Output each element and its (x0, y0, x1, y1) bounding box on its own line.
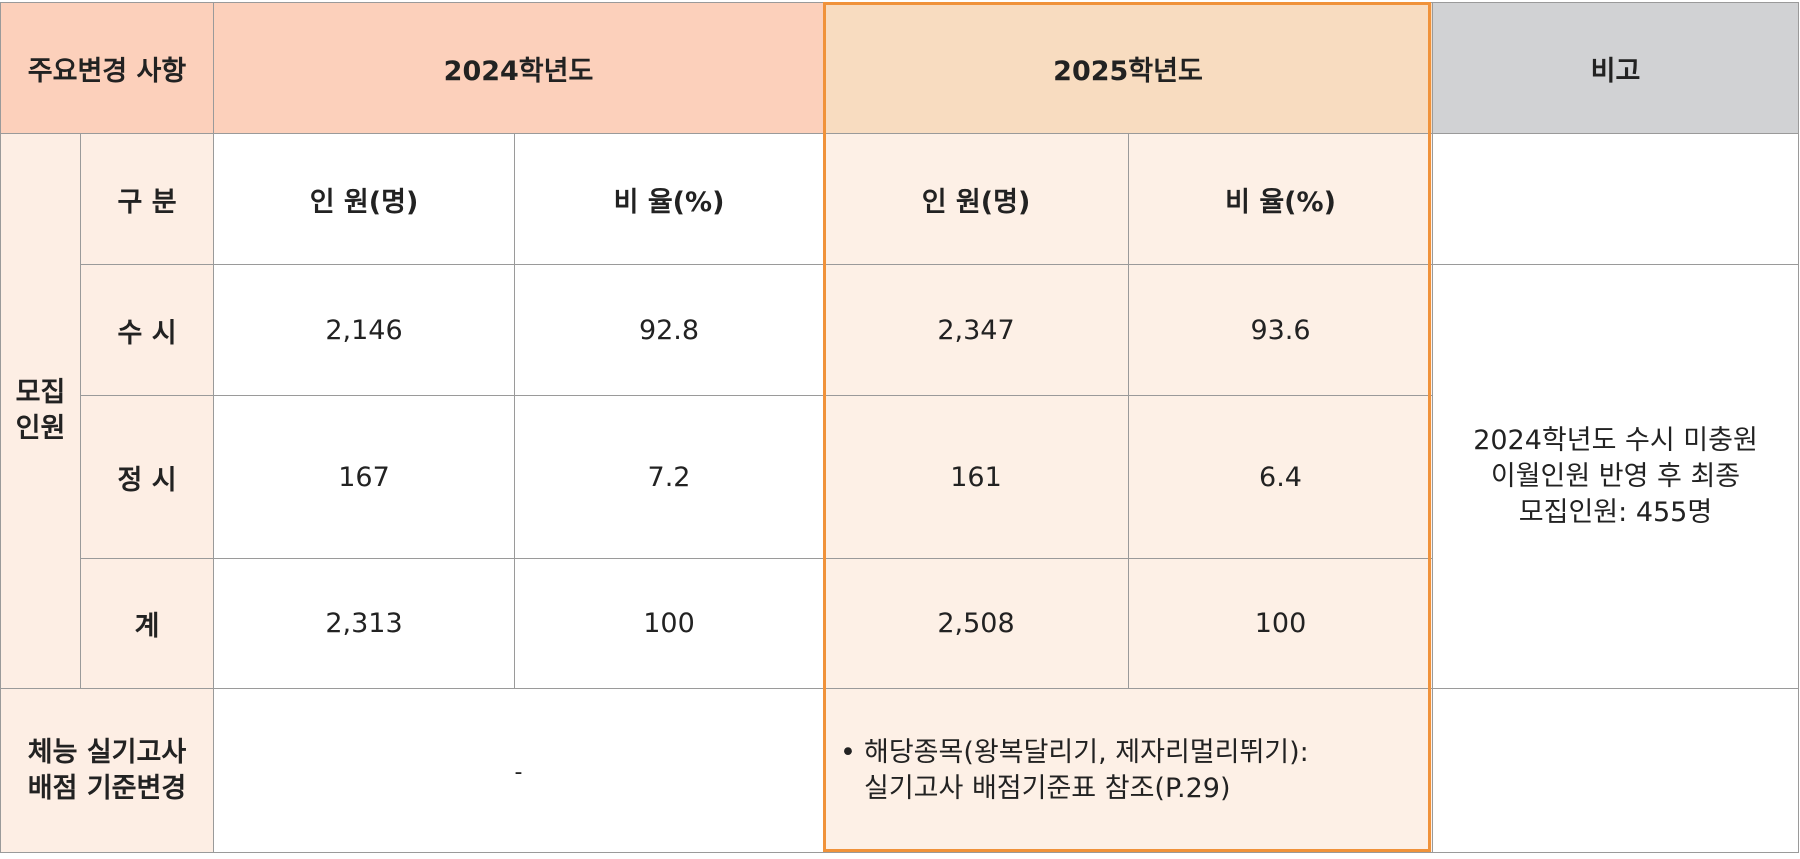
cell-2025-ratio: 93.6 (1128, 264, 1433, 396)
cell-2024-count: 2,313 (213, 558, 515, 689)
header-changes: 주요변경 사항 (0, 2, 214, 134)
recruit-group-label: 모집 인원 (0, 133, 81, 689)
recruit-group-label-line: 모집 (15, 377, 66, 408)
table-row: 체능 실기고사 배점 기준변경 - • 해당종목(왕복달리기, 제자리멀리뛰기):… (0, 688, 1799, 853)
row-label-susi: 수 시 (80, 264, 214, 396)
table-row: 정 시 167 7.2 161 6.4 (1, 395, 1799, 559)
cell-2024-ratio: 100 (514, 558, 824, 689)
remarks-note-line: 2024학년도 수시 미충원 (1473, 424, 1758, 456)
remarks-note: 2024학년도 수시 미충원 이월인원 반영 후 최종 모집인원: 455명 (1432, 264, 1799, 689)
fitness-2024-value: - (213, 688, 824, 853)
remarks-note-line: 모집인원: 455명 (1518, 496, 1713, 528)
fitness-label: 체능 실기고사 배점 기준변경 (0, 688, 214, 853)
row-label-total: 계 (80, 558, 214, 689)
remarks-empty-cell (1432, 133, 1799, 265)
subheader-2024-ratio: 비 율(%) (514, 133, 824, 265)
subheader-2025-count: 인 원(명) (823, 133, 1129, 265)
remarks-empty-cell (1432, 688, 1799, 853)
subheader-2025-ratio: 비 율(%) (1128, 133, 1433, 265)
subheader-2024-count: 인 원(명) (213, 133, 515, 265)
fitness-label-line: 배점 기준변경 (27, 772, 187, 804)
header-remarks: 비고 (1432, 2, 1799, 134)
subheader-category: 구 분 (80, 133, 214, 265)
header-year-2024: 2024학년도 (213, 2, 824, 134)
cell-2024-count: 167 (213, 395, 515, 559)
remarks-note-line: 이월인원 반영 후 최종 (1490, 460, 1741, 492)
bullet-icon: • (840, 736, 856, 768)
fitness-2025-line: 해당종목(왕복달리기, 제자리멀리뛰기): (864, 736, 1309, 768)
cell-2024-ratio: 92.8 (514, 264, 824, 396)
table-row: 수 시 2,146 92.8 2,347 93.6 2024학년도 수시 미충원… (1, 264, 1799, 689)
recruit-group-label-line: 인원 (15, 413, 66, 444)
cell-2025-count: 2,347 (823, 264, 1129, 396)
table-row: 계 2,313 100 2,508 100 (1, 558, 1799, 689)
cell-2024-count: 2,146 (213, 264, 515, 396)
header-year-2025: 2025학년도 (823, 2, 1433, 134)
cell-2025-ratio: 6.4 (1128, 395, 1433, 559)
cell-2024-ratio: 7.2 (514, 395, 824, 559)
fitness-2025-value: • 해당종목(왕복달리기, 제자리멀리뛰기): 실기고사 배점기준표 참조(P.2… (823, 688, 1433, 853)
cell-2025-ratio: 100 (1128, 558, 1433, 689)
cell-2025-count: 2,508 (823, 558, 1129, 689)
cell-2025-count: 161 (823, 395, 1129, 559)
row-label-jeongsi: 정 시 (80, 395, 214, 559)
dash-text: - (514, 760, 523, 785)
fitness-2025-line: 실기고사 배점기준표 참조(P.29) (864, 772, 1231, 804)
fitness-label-line: 체능 실기고사 (27, 736, 187, 768)
